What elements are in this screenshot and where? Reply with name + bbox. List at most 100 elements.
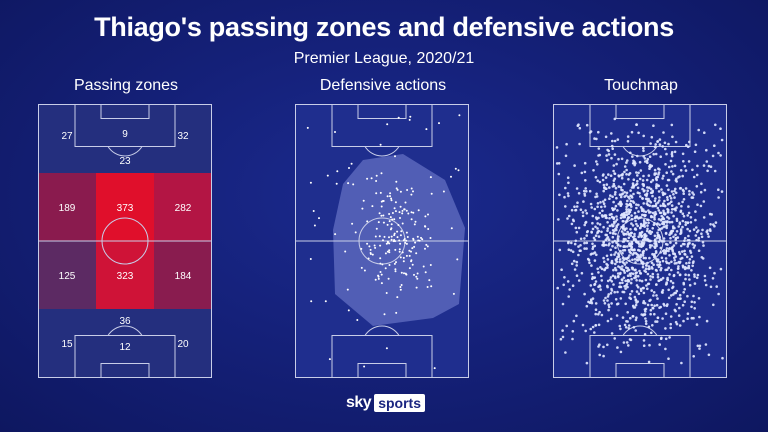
- touch-point: [589, 202, 593, 206]
- touch-point: [671, 172, 675, 176]
- touch-point: [594, 324, 598, 327]
- touch-point: [642, 291, 646, 295]
- touch-point: [679, 229, 683, 233]
- touch-point: [559, 337, 563, 341]
- touch-point: [671, 248, 674, 252]
- defensive-action-point: [375, 192, 378, 195]
- defensive-action-point: [394, 248, 397, 251]
- touch-point: [616, 346, 619, 349]
- touch-point: [702, 164, 706, 167]
- touch-point: [644, 197, 648, 201]
- touch-point: [663, 199, 666, 203]
- defensive-action-point: [361, 207, 364, 210]
- touch-point: [688, 229, 692, 233]
- touch-point: [618, 258, 622, 261]
- defensive-action-point: [336, 170, 339, 173]
- defensive-action-point: [384, 252, 387, 255]
- touch-point: [557, 162, 561, 165]
- touch-point: [689, 216, 693, 219]
- touch-point: [614, 232, 617, 236]
- zone-cell: [154, 104, 212, 173]
- touch-point: [672, 214, 675, 218]
- top-six-yard-box: [100, 104, 150, 119]
- touch-point: [681, 200, 684, 204]
- touch-point: [648, 246, 652, 249]
- touch-point: [586, 257, 590, 261]
- touch-point: [650, 261, 654, 265]
- touch-point: [650, 303, 653, 307]
- touch-point: [695, 226, 698, 229]
- defensive-action-point: [418, 239, 421, 242]
- touch-point: [672, 274, 676, 278]
- touch-point: [662, 252, 666, 255]
- touch-point: [626, 311, 629, 314]
- touch-point: [574, 239, 578, 243]
- touch-point: [692, 228, 696, 231]
- touch-point: [646, 303, 650, 307]
- touch-point: [613, 153, 617, 156]
- touch-point: [625, 173, 628, 176]
- defensive-action-point: [399, 288, 402, 291]
- touch-point: [605, 216, 608, 220]
- touch-point: [619, 216, 623, 220]
- touch-point: [673, 259, 676, 262]
- touch-point: [590, 264, 593, 267]
- touch-point: [678, 306, 681, 310]
- touch-point: [632, 178, 636, 181]
- defensive-action-point: [375, 180, 378, 182]
- touch-point: [635, 279, 638, 282]
- defensive-action-point: [430, 192, 433, 195]
- touch-point: [569, 249, 573, 252]
- touch-point: [606, 295, 610, 298]
- defensive-action-point: [408, 254, 411, 257]
- touch-point: [626, 217, 629, 221]
- touch-point: [625, 194, 628, 197]
- touch-point: [616, 290, 619, 294]
- touch-point: [607, 303, 610, 306]
- touch-point: [610, 332, 614, 335]
- touch-point: [566, 280, 570, 283]
- touch-point: [648, 299, 651, 302]
- zone-cell: [38, 309, 96, 378]
- defensive-action-point: [399, 217, 401, 219]
- defensive-action-point: [405, 273, 408, 276]
- touch-point: [583, 237, 586, 240]
- touch-point: [629, 297, 633, 300]
- centre-circle: [101, 217, 149, 265]
- touch-point: [633, 248, 636, 251]
- zone-value: 373: [117, 203, 134, 214]
- touch-point: [683, 239, 686, 242]
- touch-point: [635, 123, 638, 126]
- touch-point: [577, 192, 581, 195]
- touch-point: [628, 172, 632, 175]
- touch-point: [575, 205, 579, 208]
- touch-point: [638, 216, 642, 219]
- touch-point: [599, 266, 602, 269]
- touch-point: [619, 200, 622, 204]
- defensive-action-point: [403, 238, 406, 240]
- touch-point: [614, 220, 617, 223]
- touch-point: [626, 135, 630, 138]
- touch-point: [686, 245, 689, 248]
- touch-point: [666, 276, 669, 280]
- touch-point: [607, 153, 611, 156]
- touch-point: [626, 140, 630, 143]
- touch-point: [669, 197, 673, 200]
- touch-point: [600, 230, 603, 234]
- touch-point: [606, 285, 609, 289]
- touch-point: [573, 164, 576, 167]
- defensive-action-point: [415, 275, 418, 278]
- touch-point: [635, 182, 639, 186]
- touch-point: [586, 230, 589, 233]
- touch-point: [591, 214, 595, 218]
- touch-point: [661, 145, 664, 148]
- touch-point: [625, 191, 629, 195]
- touch-point: [686, 214, 689, 217]
- touch-point: [650, 289, 653, 292]
- touch-point: [631, 235, 635, 239]
- defensive-action-point: [334, 233, 337, 236]
- touch-point: [563, 276, 566, 279]
- touch-point: [626, 199, 629, 203]
- defensive-action-point: [393, 207, 396, 210]
- defensive-action-point: [382, 221, 385, 224]
